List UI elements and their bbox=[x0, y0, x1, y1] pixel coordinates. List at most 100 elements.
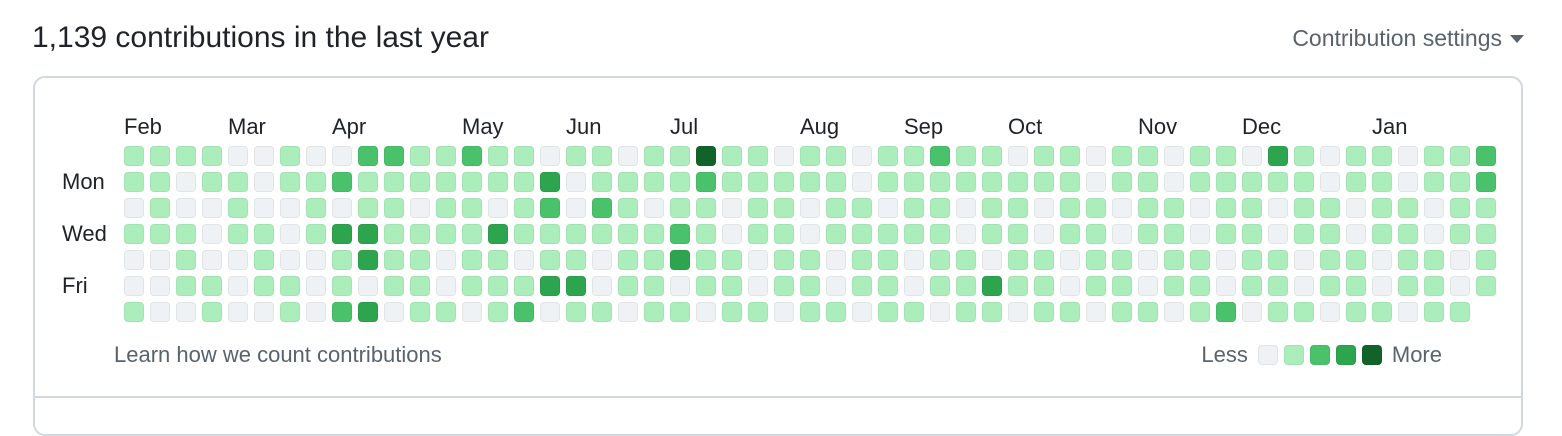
contribution-day-cell[interactable] bbox=[670, 172, 690, 192]
contribution-day-cell[interactable] bbox=[982, 276, 1002, 296]
contribution-day-cell[interactable] bbox=[1060, 276, 1080, 296]
contribution-day-cell[interactable] bbox=[384, 224, 404, 244]
contribution-day-cell[interactable] bbox=[306, 146, 326, 166]
contribution-day-cell[interactable] bbox=[1346, 250, 1366, 270]
contribution-day-cell[interactable] bbox=[384, 276, 404, 296]
contribution-day-cell[interactable] bbox=[1268, 172, 1288, 192]
contribution-day-cell[interactable] bbox=[384, 146, 404, 166]
contribution-day-cell[interactable] bbox=[462, 224, 482, 244]
contribution-day-cell[interactable] bbox=[124, 276, 144, 296]
contribution-day-cell[interactable] bbox=[1346, 198, 1366, 218]
contribution-day-cell[interactable] bbox=[410, 224, 430, 244]
contribution-day-cell[interactable] bbox=[1164, 198, 1184, 218]
contribution-day-cell[interactable] bbox=[228, 250, 248, 270]
contribution-day-cell[interactable] bbox=[1138, 250, 1158, 270]
contribution-day-cell[interactable] bbox=[696, 172, 716, 192]
contribution-day-cell[interactable] bbox=[1008, 172, 1028, 192]
contribution-day-cell[interactable] bbox=[670, 224, 690, 244]
contribution-day-cell[interactable] bbox=[228, 172, 248, 192]
contribution-day-cell[interactable] bbox=[124, 302, 144, 322]
contribution-day-cell[interactable] bbox=[1450, 224, 1470, 244]
contribution-day-cell[interactable] bbox=[1398, 302, 1418, 322]
contribution-day-cell[interactable] bbox=[1398, 250, 1418, 270]
contribution-day-cell[interactable] bbox=[202, 250, 222, 270]
contribution-day-cell[interactable] bbox=[176, 172, 196, 192]
contribution-day-cell[interactable] bbox=[1320, 172, 1340, 192]
contribution-day-cell[interactable] bbox=[1372, 146, 1392, 166]
contribution-day-cell[interactable] bbox=[1398, 276, 1418, 296]
contribution-day-cell[interactable] bbox=[1242, 224, 1262, 244]
contribution-day-cell[interactable] bbox=[202, 302, 222, 322]
contribution-day-cell[interactable] bbox=[1268, 276, 1288, 296]
contribution-day-cell[interactable] bbox=[514, 276, 534, 296]
contribution-day-cell[interactable] bbox=[488, 172, 508, 192]
contribution-day-cell[interactable] bbox=[930, 146, 950, 166]
contribution-day-cell[interactable] bbox=[358, 198, 378, 218]
contribution-day-cell[interactable] bbox=[1424, 250, 1444, 270]
contribution-day-cell[interactable] bbox=[1294, 302, 1314, 322]
contribution-day-cell[interactable] bbox=[722, 172, 742, 192]
contribution-day-cell[interactable] bbox=[176, 198, 196, 218]
contribution-day-cell[interactable] bbox=[358, 224, 378, 244]
contribution-day-cell[interactable] bbox=[228, 224, 248, 244]
contribution-day-cell[interactable] bbox=[1138, 198, 1158, 218]
contribution-day-cell[interactable] bbox=[1060, 172, 1080, 192]
learn-how-we-count-link[interactable]: Learn how we count contributions bbox=[114, 342, 442, 367]
contribution-day-cell[interactable] bbox=[254, 224, 274, 244]
contribution-day-cell[interactable] bbox=[930, 302, 950, 322]
contribution-day-cell[interactable] bbox=[410, 276, 430, 296]
contribution-day-cell[interactable] bbox=[1164, 276, 1184, 296]
contribution-day-cell[interactable] bbox=[436, 276, 456, 296]
contribution-day-cell[interactable] bbox=[852, 302, 872, 322]
contribution-day-cell[interactable] bbox=[566, 198, 586, 218]
contribution-day-cell[interactable] bbox=[540, 250, 560, 270]
contribution-day-cell[interactable] bbox=[1138, 146, 1158, 166]
contribution-day-cell[interactable] bbox=[1138, 224, 1158, 244]
contribution-day-cell[interactable] bbox=[566, 172, 586, 192]
contribution-day-cell[interactable] bbox=[1268, 198, 1288, 218]
contribution-day-cell[interactable] bbox=[1216, 276, 1236, 296]
contribution-day-cell[interactable] bbox=[956, 172, 976, 192]
contribution-day-cell[interactable] bbox=[1138, 302, 1158, 322]
contribution-day-cell[interactable] bbox=[462, 250, 482, 270]
contribution-day-cell[interactable] bbox=[904, 172, 924, 192]
contribution-day-cell[interactable] bbox=[176, 302, 196, 322]
contribution-day-cell[interactable] bbox=[176, 224, 196, 244]
contribution-day-cell[interactable] bbox=[904, 198, 924, 218]
contribution-day-cell[interactable] bbox=[540, 198, 560, 218]
contribution-day-cell[interactable] bbox=[748, 146, 768, 166]
contribution-day-cell[interactable] bbox=[956, 198, 976, 218]
contribution-day-cell[interactable] bbox=[1346, 146, 1366, 166]
contribution-day-cell[interactable] bbox=[202, 276, 222, 296]
contribution-day-cell[interactable] bbox=[644, 172, 664, 192]
contribution-day-cell[interactable] bbox=[1034, 276, 1054, 296]
contribution-day-cell[interactable] bbox=[1320, 224, 1340, 244]
contribution-day-cell[interactable] bbox=[436, 250, 456, 270]
contribution-day-cell[interactable] bbox=[826, 146, 846, 166]
contribution-day-cell[interactable] bbox=[1190, 302, 1210, 322]
contribution-day-cell[interactable] bbox=[332, 172, 352, 192]
contribution-day-cell[interactable] bbox=[1008, 302, 1028, 322]
contribution-day-cell[interactable] bbox=[1008, 224, 1028, 244]
contribution-day-cell[interactable] bbox=[436, 198, 456, 218]
contribution-day-cell[interactable] bbox=[1034, 146, 1054, 166]
contribution-day-cell[interactable] bbox=[852, 250, 872, 270]
contribution-day-cell[interactable] bbox=[332, 146, 352, 166]
contribution-day-cell[interactable] bbox=[644, 198, 664, 218]
contribution-day-cell[interactable] bbox=[1346, 302, 1366, 322]
contribution-day-cell[interactable] bbox=[384, 198, 404, 218]
contribution-day-cell[interactable] bbox=[722, 224, 742, 244]
contribution-day-cell[interactable] bbox=[1086, 224, 1106, 244]
contribution-day-cell[interactable] bbox=[150, 302, 170, 322]
contribution-day-cell[interactable] bbox=[306, 198, 326, 218]
contribution-day-cell[interactable] bbox=[254, 146, 274, 166]
contribution-day-cell[interactable] bbox=[878, 250, 898, 270]
contribution-day-cell[interactable] bbox=[150, 250, 170, 270]
contribution-day-cell[interactable] bbox=[566, 146, 586, 166]
contribution-day-cell[interactable] bbox=[592, 146, 612, 166]
contribution-day-cell[interactable] bbox=[540, 224, 560, 244]
contribution-day-cell[interactable] bbox=[774, 302, 794, 322]
contribution-day-cell[interactable] bbox=[566, 224, 586, 244]
contribution-day-cell[interactable] bbox=[592, 224, 612, 244]
contribution-day-cell[interactable] bbox=[800, 276, 820, 296]
